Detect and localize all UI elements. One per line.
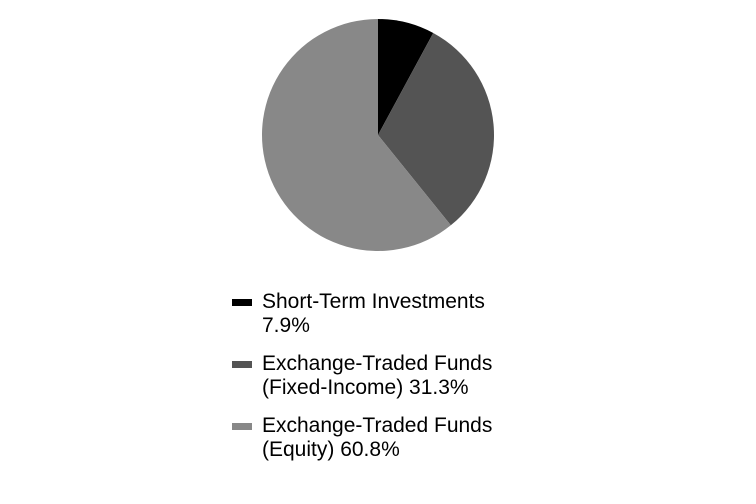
chart xyxy=(262,19,494,251)
legend-label: Exchange-Traded Funds (Equity) xyxy=(262,414,493,461)
legend-label: Exchange-Traded Funds (Fixed-Income) xyxy=(262,352,493,399)
legend-label: Short-Term Investments xyxy=(262,290,485,313)
legend-value: 60.8% xyxy=(340,438,400,461)
pie-slice xyxy=(378,32,494,226)
legend-value: 31.3% xyxy=(409,376,469,399)
legend-entry: Exchange-Traded Funds (Equity) 60.8% xyxy=(232,414,537,462)
legend-swatch xyxy=(232,299,252,306)
legend: Short-Term Investments 7.9% Exchange-Trad… xyxy=(232,290,537,476)
pie-slice xyxy=(378,19,434,135)
legend-swatch xyxy=(232,423,252,430)
legend-swatch xyxy=(232,361,252,368)
pie-slice xyxy=(262,19,451,251)
legend-entry: Exchange-Traded Funds (Fixed-Income) 31.… xyxy=(232,352,537,400)
legend-value: 7.9% xyxy=(262,314,310,337)
legend-entry: Short-Term Investments 7.9% xyxy=(232,290,537,338)
